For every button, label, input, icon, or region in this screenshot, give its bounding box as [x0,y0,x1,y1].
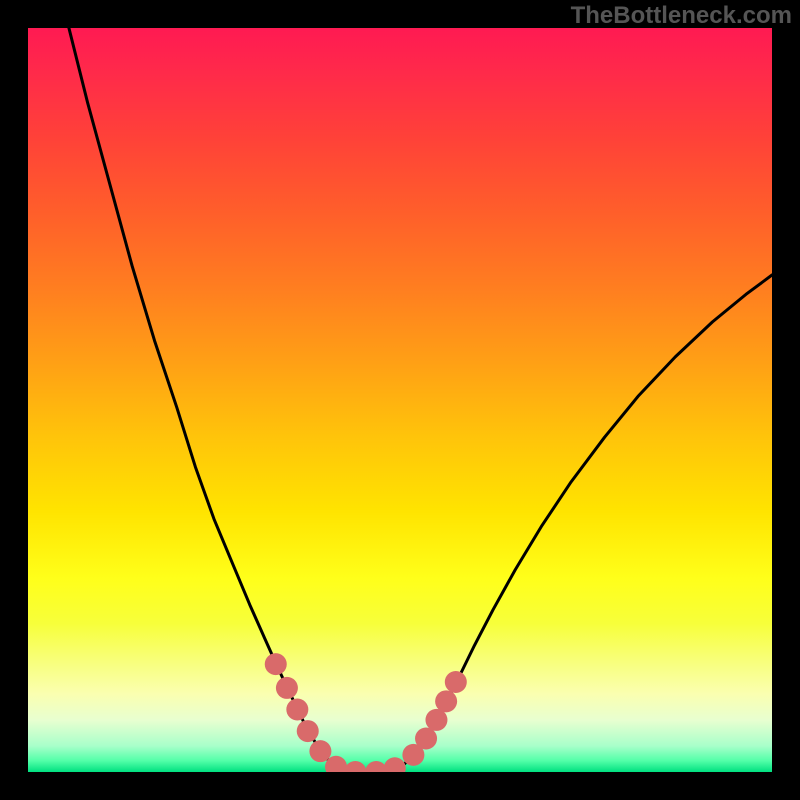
heatmap-gradient [28,28,772,772]
watermark-label: TheBottleneck.com [571,2,792,30]
